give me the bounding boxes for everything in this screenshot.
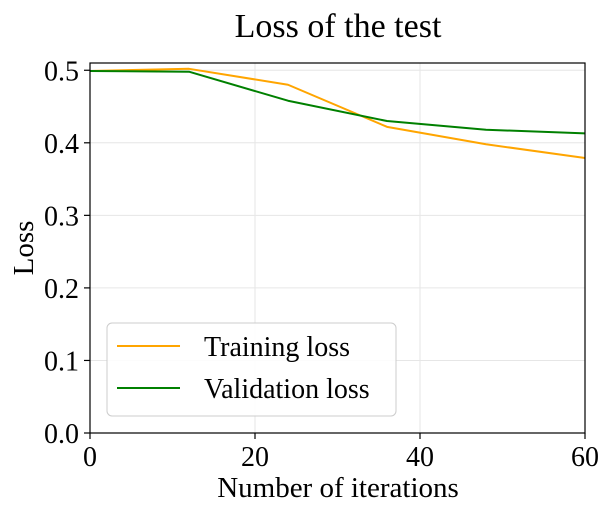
legend-label-training-loss: Training loss bbox=[204, 332, 350, 363]
x-tick-label: 20 bbox=[241, 442, 269, 473]
x-axis-ticks: 0 20 40 60 bbox=[83, 433, 599, 473]
series-lines bbox=[89, 67, 586, 160]
y-tick-label: 0.2 bbox=[44, 274, 79, 305]
y-tick-label: 0.5 bbox=[44, 56, 79, 87]
chart-title: Loss of the test bbox=[235, 8, 442, 45]
legend-label-validation-loss: Validation loss bbox=[204, 374, 370, 405]
y-tick-label: 0.3 bbox=[44, 201, 79, 232]
x-tick-label: 40 bbox=[406, 442, 434, 473]
x-axis-label: Number of iterations bbox=[217, 472, 459, 504]
y-tick-label: 0.1 bbox=[44, 346, 79, 377]
y-tick-label: 0.0 bbox=[44, 419, 79, 450]
x-tick-label: 60 bbox=[571, 442, 599, 473]
legend: Training loss Validation loss bbox=[106, 322, 397, 417]
series-line-training-loss bbox=[89, 67, 586, 160]
plot-frame bbox=[89, 62, 586, 434]
y-axis-label: Loss bbox=[8, 221, 40, 276]
y-tick-label: 0.4 bbox=[44, 129, 79, 160]
y-axis-ticks: 0.0 0.1 0.2 0.3 0.4 0.5 bbox=[44, 56, 90, 450]
series-line-validation-loss bbox=[89, 69, 586, 135]
x-tick-label: 0 bbox=[83, 442, 97, 473]
